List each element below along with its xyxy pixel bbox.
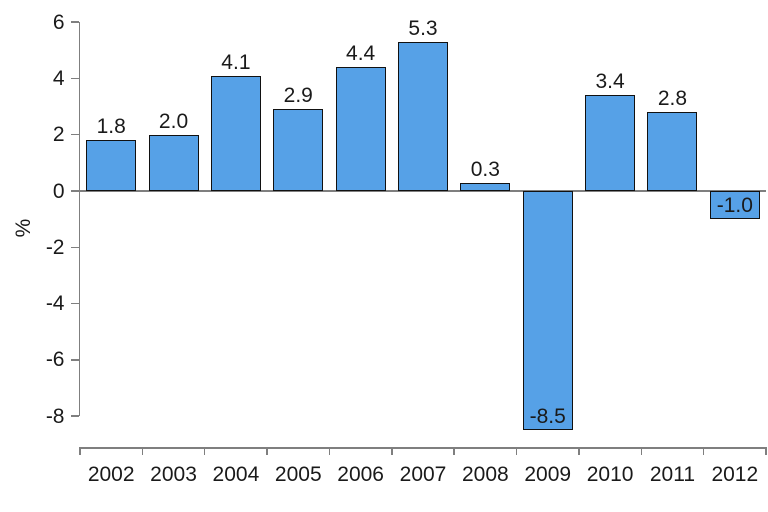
- bar-value-label: 1.8: [96, 115, 126, 139]
- x-axis-category-label: 2012: [711, 463, 759, 486]
- bar: [585, 95, 636, 191]
- bar-value-label: 2.0: [158, 109, 189, 133]
- x-axis-category-label: 2011: [649, 463, 696, 486]
- x-axis-tick: [515, 447, 518, 455]
- bar: [647, 112, 698, 191]
- x-axis-tick: [391, 447, 393, 455]
- x-axis-tick: [328, 447, 331, 455]
- bar-value-label: 4.1: [221, 50, 251, 74]
- x-axis-tick: [266, 447, 268, 455]
- x-axis-tick: [702, 447, 705, 455]
- x-axis-tick: [79, 447, 81, 455]
- x-axis-category-label: 2002: [87, 463, 135, 486]
- x-axis-category-label: 2003: [150, 463, 197, 486]
- x-axis-category-label: 2006: [337, 463, 384, 486]
- x-axis-tick: [453, 447, 455, 455]
- y-axis-tick-label: 0: [52, 179, 65, 203]
- bar: [86, 140, 137, 191]
- y-axis-tick-label: -2: [45, 235, 65, 259]
- bar-value-label: 0.3: [470, 157, 500, 181]
- x-axis-category-label: 2007: [399, 463, 447, 486]
- y-axis-tick: [70, 21, 79, 23]
- y-axis-tick-label: 6: [52, 10, 65, 34]
- x-axis-category-label: 2008: [462, 463, 509, 486]
- y-axis-tick: [70, 302, 79, 305]
- x-axis-category-label: 2004: [212, 463, 260, 486]
- bar-value-label: 2.9: [283, 84, 313, 108]
- bar: [460, 182, 511, 191]
- bar-value-label: -8.5: [529, 405, 566, 429]
- x-axis-tick: [640, 447, 643, 455]
- x-axis-tick: [141, 447, 144, 455]
- bar-value-label: 4.4: [346, 42, 376, 66]
- y-axis-tick-label: 2: [52, 123, 65, 147]
- x-axis-tick: [203, 447, 206, 455]
- y-axis-tick-label: 4: [52, 66, 65, 90]
- bar: [709, 191, 760, 220]
- bar-value-label: 2.8: [657, 87, 688, 111]
- y-axis-tick: [70, 359, 79, 361]
- y-axis-tick-label: -8: [45, 404, 65, 428]
- x-axis-tick: [765, 447, 767, 455]
- bar: [273, 109, 324, 191]
- y-axis-tick: [70, 77, 79, 80]
- x-axis-category-label: 2005: [274, 463, 322, 486]
- x-axis-category-label: 2009: [524, 463, 572, 486]
- bar: [210, 75, 261, 191]
- bar-value-label: 3.4: [595, 70, 625, 94]
- bar: [148, 134, 199, 191]
- bar: [398, 41, 448, 191]
- x-axis-tick: [578, 447, 580, 455]
- y-axis-line: [78, 22, 80, 417]
- y-axis-tick: [70, 133, 79, 136]
- bar-value-label: -1.0: [716, 194, 753, 218]
- bar: [335, 67, 386, 191]
- y-axis-tick: [70, 246, 79, 249]
- y-axis-tick: [70, 190, 79, 192]
- bar-value-label: 5.3: [408, 16, 438, 40]
- x-axis-line: [78, 447, 766, 449]
- bar: [522, 191, 573, 431]
- zero-line: [80, 190, 766, 192]
- y-axis-tick-label: -4: [45, 292, 65, 316]
- y-axis-tick: [70, 415, 79, 417]
- x-axis-category-label: 2010: [586, 463, 634, 486]
- y-axis-tick-label: -6: [45, 348, 65, 372]
